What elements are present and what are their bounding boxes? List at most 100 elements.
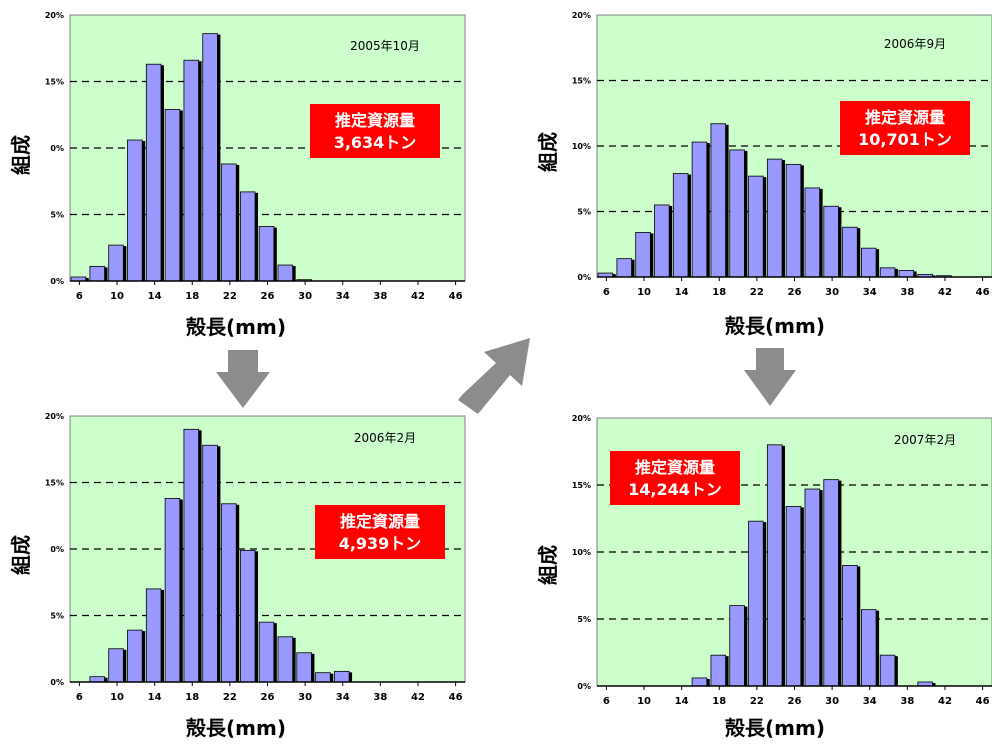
x-tick-label: 14 [675, 287, 689, 298]
y-tick-label: 15% [572, 481, 591, 490]
x-tick-label: 38 [373, 692, 387, 703]
bar [202, 33, 218, 282]
bar [748, 175, 764, 278]
x-tick-label: 6 [76, 291, 83, 302]
x-tick-label: 6 [76, 692, 83, 703]
bar [785, 163, 802, 278]
bar [334, 670, 350, 683]
estimated-biomass-badge: 推定資源量 3,634トン [310, 104, 440, 158]
x-tick-label: 46 [976, 696, 990, 707]
x-tick-label: 18 [185, 291, 199, 302]
x-tick-label: 34 [863, 287, 877, 298]
bar [861, 247, 877, 278]
y-tick-label: 0% [50, 277, 64, 286]
bar [691, 677, 708, 687]
x-tick-label: 22 [750, 287, 764, 298]
bar [804, 187, 821, 278]
chart-title: 2007年2月 [894, 433, 956, 447]
bar [221, 503, 237, 683]
x-tick-label: 42 [411, 291, 425, 302]
bar [710, 123, 726, 278]
x-tick-label: 18 [185, 692, 199, 703]
badge-line-2: 4,939トン [339, 534, 422, 553]
bar [785, 506, 802, 687]
y-tick-label: 0% [50, 678, 64, 687]
x-tick-label: 10 [110, 692, 124, 703]
bar [127, 139, 143, 282]
x-tick-label: 30 [825, 696, 839, 707]
bar [145, 63, 162, 282]
bar [766, 444, 783, 687]
x-tick-label: 10 [110, 291, 124, 302]
bar [616, 258, 632, 278]
bar [842, 565, 858, 687]
y-tick-label: 0% [577, 682, 591, 691]
histogram-panel-3: 0% 5% 10% 15% 20% 6 10 14 18 22 26 30 34 38 42 46 2006年9… [536, 11, 992, 338]
estimated-biomass-badge: 推定資源量 10,701トン [840, 101, 970, 155]
bar [89, 676, 105, 683]
y-tick-label: 5% [50, 612, 64, 621]
bar [823, 479, 839, 687]
bar [277, 636, 294, 683]
x-tick-label: 22 [223, 692, 237, 703]
badge-line-1: 推定資源量 [340, 512, 420, 531]
bar [145, 588, 162, 683]
x-tick-label: 38 [373, 291, 387, 302]
arrow-down-right-icon [744, 348, 796, 406]
x-tick-label: 30 [298, 692, 312, 703]
y-tick-label: 15% [572, 77, 591, 86]
x-tick-label: 10 [637, 696, 651, 707]
y-tick-label: 0% [50, 545, 64, 554]
badge-box [610, 451, 740, 505]
y-tick-label: 10% [572, 548, 591, 557]
bar [164, 109, 181, 282]
chart-title: 2006年9月 [884, 37, 946, 51]
bar [315, 672, 331, 683]
x-tick-label: 26 [261, 692, 275, 703]
bar [277, 264, 294, 282]
badge-line-1: 推定資源量 [335, 111, 415, 130]
y-tick-label: 20% [45, 412, 64, 421]
bar [748, 520, 764, 687]
x-tick-label: 34 [863, 696, 877, 707]
x-tick-label: 26 [261, 291, 275, 302]
bar [842, 226, 858, 278]
bar [879, 654, 896, 687]
x-axis-label: 殻長(mm) [725, 314, 825, 338]
bar [804, 488, 821, 687]
arrow-diagonal-up-right-icon [458, 338, 530, 414]
x-tick-label: 30 [298, 291, 312, 302]
bar [108, 648, 124, 683]
badge-box [315, 505, 445, 559]
y-tick-label: 5% [577, 208, 591, 217]
x-tick-label: 18 [712, 287, 726, 298]
x-axis-label: 殻長(mm) [186, 716, 286, 740]
histogram-panel-4: 0% 5% 10% 15% 20% 6 10 14 18 22 26 30 34 38 42 46 2007年2… [536, 414, 992, 740]
bar [635, 232, 651, 278]
bar [672, 173, 689, 278]
badge-box [840, 101, 970, 155]
x-tick-label: 42 [938, 287, 952, 298]
bar [296, 652, 312, 683]
badge-line-1: 推定資源量 [865, 108, 945, 127]
x-tick-label: 42 [938, 696, 952, 707]
bar [202, 444, 218, 683]
histogram-panel-1: 0% 5% 0% 15% 20% 6 10 14 18 22 26 30 34 38 42 46 2005年10… [9, 11, 466, 339]
x-axis-label: 殻長(mm) [725, 716, 825, 740]
x-tick-label: 6 [603, 696, 610, 707]
bar [654, 204, 670, 278]
bar [183, 59, 199, 282]
x-tick-label: 6 [603, 287, 610, 298]
x-tick-label: 30 [825, 287, 839, 298]
x-tick-label: 38 [900, 696, 914, 707]
x-tick-label: 38 [900, 287, 914, 298]
bar [89, 265, 105, 282]
x-tick-label: 14 [675, 696, 689, 707]
bar [239, 191, 256, 282]
y-axis-label: 組成 [9, 535, 33, 575]
bar [164, 498, 181, 683]
bar [823, 205, 839, 278]
y-tick-label: 5% [577, 615, 591, 624]
y-tick-label: 10% [572, 142, 591, 151]
